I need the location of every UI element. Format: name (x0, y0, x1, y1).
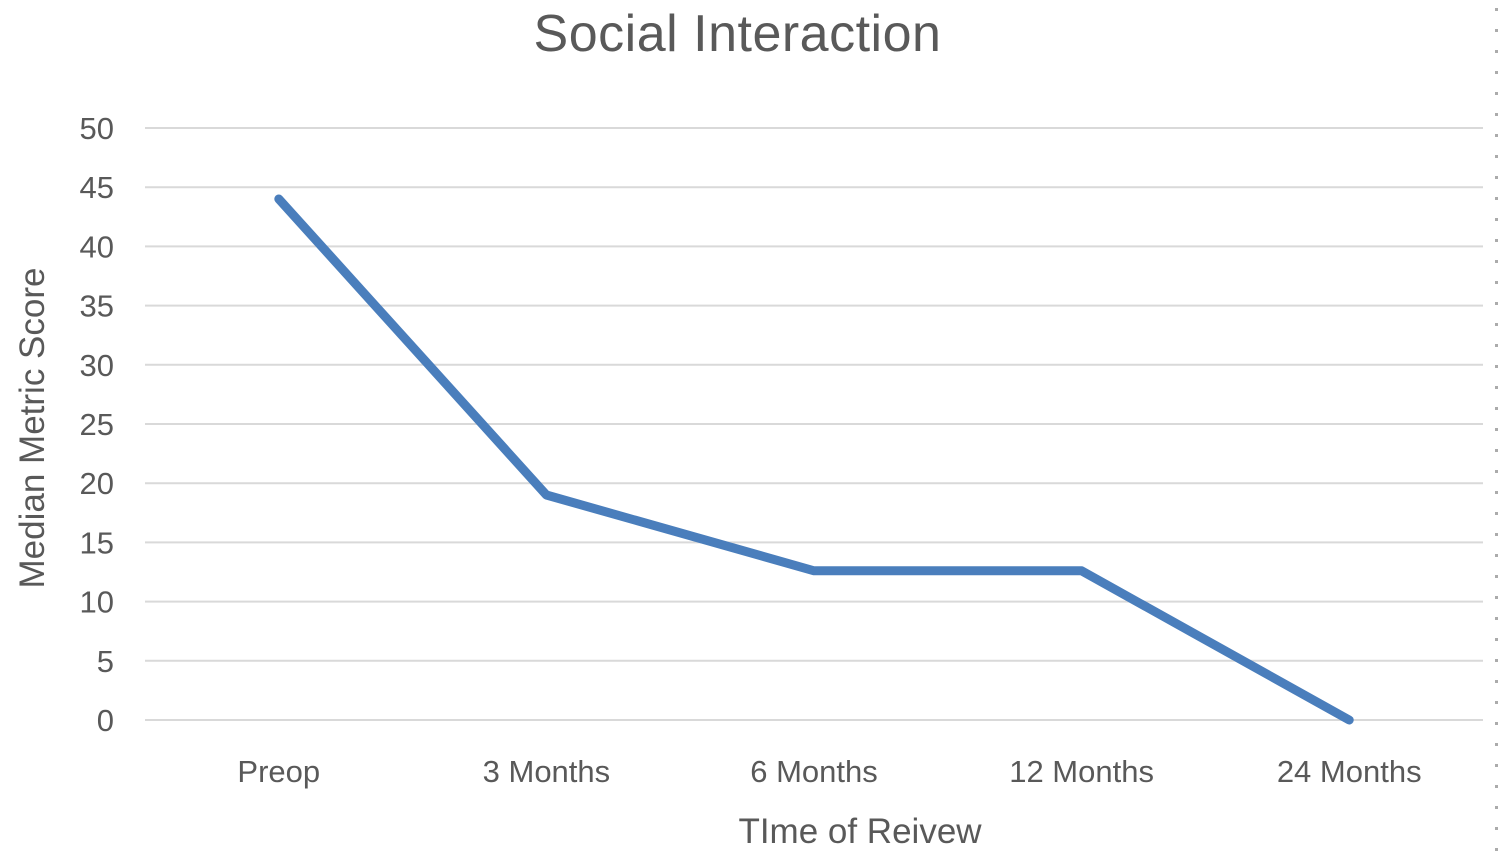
y-tick-label: 5 (97, 644, 114, 679)
y-tick-label: 45 (80, 170, 114, 205)
y-tick-label: 30 (80, 348, 114, 383)
x-category-label: 3 Months (483, 754, 611, 789)
y-tick-label: 15 (80, 525, 114, 560)
chart-title: Social Interaction (533, 5, 942, 63)
page-break-dotted-line (1495, 8, 1498, 862)
x-category-label: 6 Months (750, 754, 878, 789)
x-category-label: Preop (237, 754, 320, 789)
y-tick-label: 35 (80, 289, 114, 324)
y-tick-label: 10 (80, 585, 114, 620)
data-series-line (274, 194, 1354, 725)
x-category-label: 12 Months (1009, 754, 1154, 789)
y-tick-label: 50 (80, 111, 114, 146)
y-tick-label: 40 (80, 229, 114, 264)
y-tick-label: 0 (97, 703, 114, 738)
x-axis-title: TIme of Reivew (738, 812, 982, 851)
y-tick-label: 20 (80, 466, 114, 501)
y-tick-label: 25 (80, 407, 114, 442)
x-category-label: 24 Months (1277, 754, 1422, 789)
